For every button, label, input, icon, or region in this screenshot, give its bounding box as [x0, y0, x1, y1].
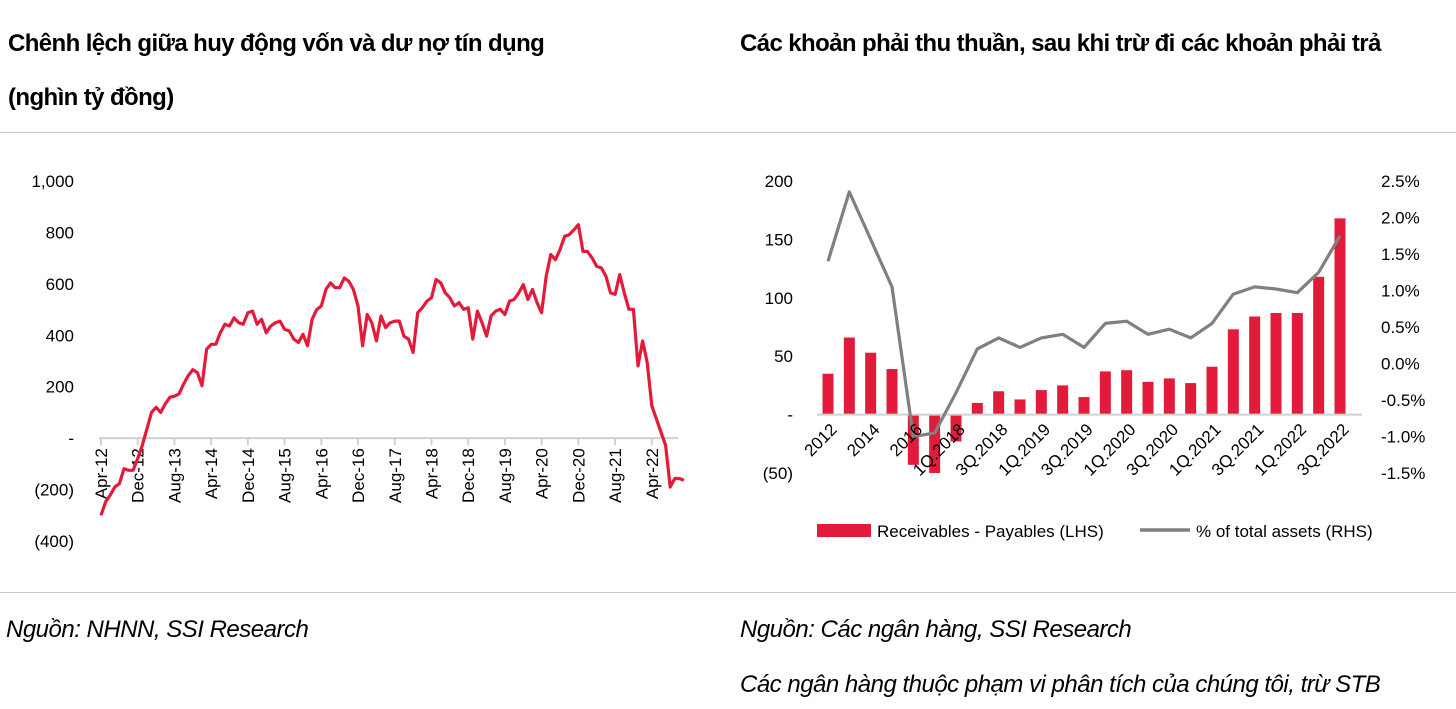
series-line [99, 223, 685, 516]
bar [950, 414, 962, 442]
bar [929, 414, 941, 473]
x-tick-label: Apr-22 [643, 448, 662, 499]
x-tick-label: Aug-15 [276, 448, 295, 503]
x-tick-label: Aug-17 [386, 448, 405, 503]
right-bar-line-chart: 200 150 100 50 - (50) 2.5% 2.0% 1.5% 1.0% 0.5% 0.0%… [763, 172, 1426, 541]
x-tick-label: Aug-19 [496, 448, 515, 503]
x-tick-label: Apr-12 [92, 448, 111, 499]
left-chart-title: Chênh lệch giữa huy động vốn và dư nợ tí… [8, 30, 545, 57]
y-right-tick-label: -1.5% [1381, 464, 1425, 483]
y-right-tick-label: -1.0% [1381, 428, 1425, 447]
y-tick-label: 800 [46, 223, 74, 242]
y-right-tick-label: 0.5% [1381, 318, 1420, 337]
left-chart-unit: (nghìn tỷ đồng) [8, 84, 174, 111]
y-right-tick-label: 2.5% [1381, 172, 1420, 191]
y-left-tick-label: 150 [765, 230, 793, 249]
legend-swatch-bars [817, 524, 871, 537]
left-line-chart: 1,000 800 600 400 200 - (200) (400) Apr-12 Dec-12… [31, 172, 685, 551]
bar [1270, 312, 1282, 415]
y-right-tick-label: -0.5% [1381, 391, 1425, 410]
y-tick-label: (200) [34, 481, 74, 500]
legend-label-line: % of total assets (RHS) [1196, 522, 1373, 541]
y-right-tick-label: 0.0% [1381, 355, 1420, 374]
bar [1163, 378, 1175, 415]
x-tick-label: Apr-18 [422, 448, 441, 499]
x-tick-label: Apr-20 [533, 448, 552, 499]
y-left-tick-label: 100 [765, 289, 793, 308]
y-tick-label: (400) [34, 532, 74, 551]
y-left-tick-label: - [787, 406, 793, 425]
y-tick-label: 600 [46, 275, 74, 294]
y-tick-label: - [68, 429, 74, 448]
bar [865, 352, 877, 415]
x-tick-label: Dec-12 [129, 448, 148, 503]
bar [1206, 366, 1218, 415]
bar [843, 337, 855, 415]
top-divider [0, 132, 1456, 133]
bar [1227, 329, 1239, 415]
x-tick-label: Dec-20 [569, 448, 588, 503]
y-right-tick-label: 1.0% [1381, 282, 1420, 301]
bar [1185, 383, 1197, 415]
right-note: Các ngân hàng thuộc phạm vi phân tích củ… [740, 671, 1381, 698]
right-source: Nguồn: Các ngân hàng, SSI Research [740, 616, 1132, 643]
x-tick-label: Apr-14 [202, 448, 221, 499]
bar [1078, 397, 1090, 415]
bar [907, 414, 919, 465]
y-right-tick-label: 1.5% [1381, 245, 1420, 264]
bar [886, 369, 898, 415]
bar [1057, 385, 1069, 415]
legend-label-bars: Receivables - Payables (LHS) [877, 522, 1104, 541]
bar [1121, 370, 1133, 415]
bottom-divider [0, 592, 1456, 593]
x-tick-label: 2012 [801, 420, 841, 460]
x-tick-label: Dec-14 [239, 448, 258, 503]
y-tick-label: 400 [46, 326, 74, 345]
bar [1035, 390, 1047, 415]
x-tick-label: Dec-18 [459, 448, 478, 503]
bar [822, 373, 834, 415]
y-tick-label: 1,000 [31, 172, 74, 191]
series-line [826, 190, 1342, 439]
bar [1099, 371, 1111, 415]
bar [1291, 312, 1303, 415]
x-tick-label: 2014 [843, 420, 883, 460]
bar [971, 402, 983, 415]
y-right-tick-label: 2.0% [1381, 209, 1420, 228]
bar [1142, 381, 1154, 415]
left-source: Nguồn: NHNN, SSI Research [6, 616, 309, 643]
bar [993, 391, 1005, 415]
y-left-tick-label: (50) [763, 464, 793, 483]
y-left-tick-label: 50 [774, 347, 793, 366]
y-left-tick-label: 200 [765, 172, 793, 191]
bar [1313, 276, 1325, 415]
x-tick-label: Aug-13 [165, 448, 184, 503]
bar [1014, 399, 1026, 415]
right-chart-title: Các khoản phải thu thuần, sau khi trừ đi… [740, 30, 1381, 57]
x-tick-label: Dec-16 [349, 448, 368, 503]
bar [1249, 316, 1261, 415]
y-tick-label: 200 [46, 378, 74, 397]
x-tick-label: Aug-21 [606, 448, 625, 503]
x-tick-label: Apr-16 [312, 448, 331, 499]
bar [1334, 218, 1346, 415]
